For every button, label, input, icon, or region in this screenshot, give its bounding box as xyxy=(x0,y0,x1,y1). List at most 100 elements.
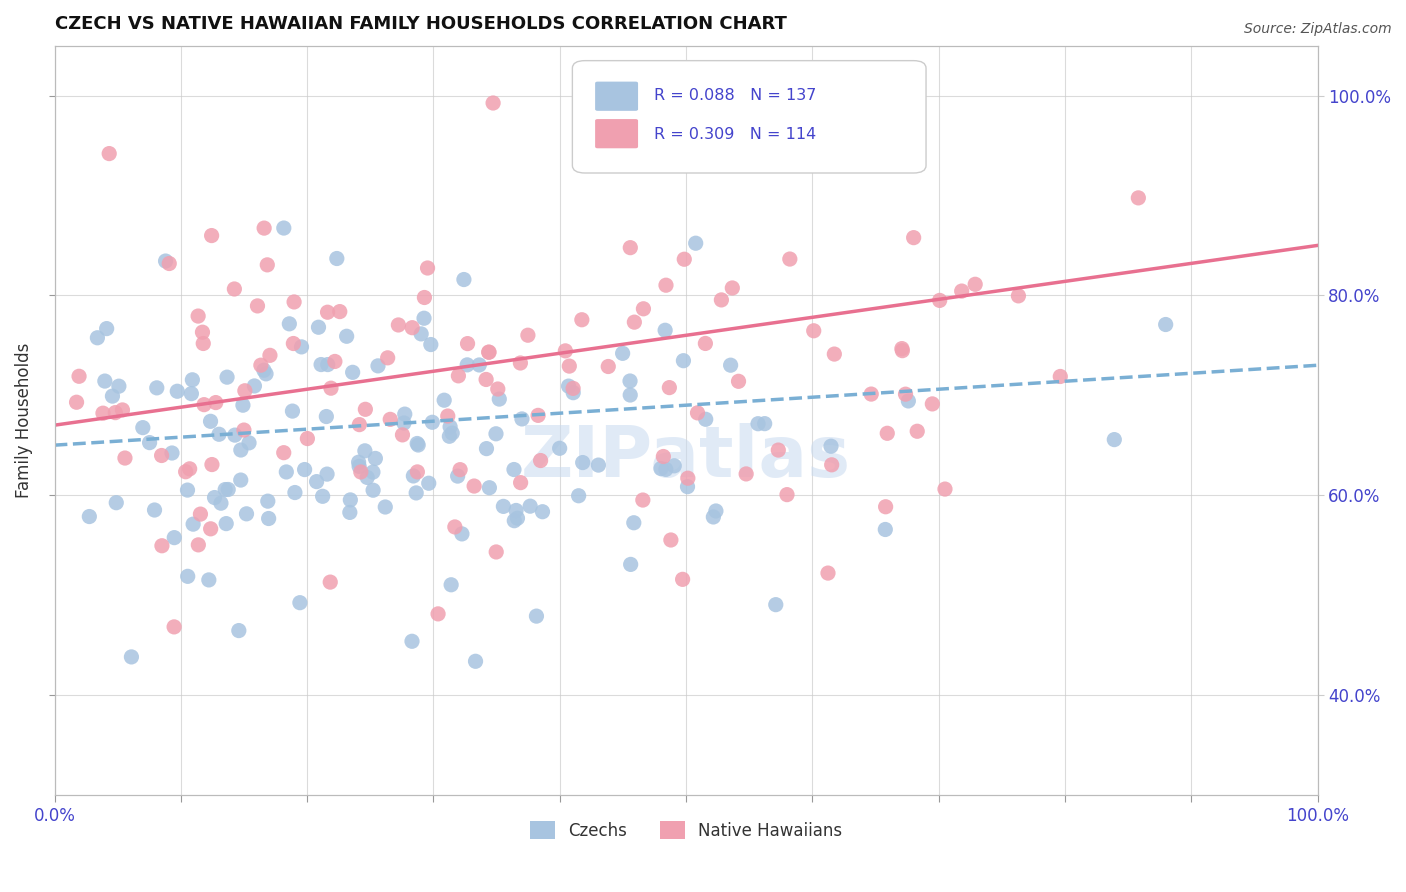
Native Hawaiians xyxy=(377,351,399,365)
Native Hawaiians xyxy=(114,451,136,466)
Native Hawaiians xyxy=(174,465,197,479)
Native Hawaiians xyxy=(894,387,917,401)
Native Hawaiians xyxy=(478,345,501,359)
Czechs xyxy=(146,381,169,395)
Native Hawaiians xyxy=(98,146,121,161)
Czechs xyxy=(747,417,769,431)
Czechs xyxy=(177,569,200,583)
Czechs xyxy=(281,404,304,418)
Czechs xyxy=(440,578,463,592)
Czechs xyxy=(503,514,526,528)
Native Hawaiians xyxy=(191,325,214,339)
Czechs xyxy=(664,458,686,473)
Native Hawaiians xyxy=(201,228,224,243)
Czechs xyxy=(315,409,337,424)
Czechs xyxy=(418,476,440,491)
Native Hawaiians xyxy=(686,406,709,420)
Czechs xyxy=(229,442,252,457)
Native Hawaiians xyxy=(273,445,295,459)
Czechs xyxy=(166,384,188,399)
Czechs xyxy=(86,331,108,345)
Czechs xyxy=(562,385,585,400)
Native Hawaiians xyxy=(224,282,246,296)
Czechs xyxy=(505,503,527,517)
Native Hawaiians xyxy=(735,467,758,481)
Czechs xyxy=(229,473,252,487)
Native Hawaiians xyxy=(150,539,173,553)
Czechs xyxy=(347,455,370,469)
Native Hawaiians xyxy=(1007,289,1029,303)
Native Hawaiians xyxy=(509,475,531,490)
Czechs xyxy=(200,414,222,428)
Native Hawaiians xyxy=(297,432,319,446)
Native Hawaiians xyxy=(890,342,912,356)
Czechs xyxy=(108,379,131,393)
Native Hawaiians xyxy=(319,381,342,395)
Native Hawaiians xyxy=(329,304,352,318)
Native Hawaiians xyxy=(623,315,645,329)
Czechs xyxy=(623,516,645,530)
Czechs xyxy=(326,252,349,266)
Czechs xyxy=(485,426,508,441)
Czechs xyxy=(257,511,280,525)
Czechs xyxy=(94,374,117,388)
Native Hawaiians xyxy=(65,395,87,409)
Czechs xyxy=(411,326,433,341)
Czechs xyxy=(96,321,118,335)
Czechs xyxy=(256,494,278,508)
Native Hawaiians xyxy=(821,458,844,472)
Czechs xyxy=(361,483,384,498)
Native Hawaiians xyxy=(934,482,956,496)
Czechs xyxy=(204,491,226,505)
FancyBboxPatch shape xyxy=(595,82,638,111)
Native Hawaiians xyxy=(204,395,226,409)
Czechs xyxy=(311,489,333,503)
FancyBboxPatch shape xyxy=(595,119,638,148)
Native Hawaiians xyxy=(413,291,436,305)
Native Hawaiians xyxy=(676,471,699,485)
Native Hawaiians xyxy=(817,566,839,580)
Czechs xyxy=(571,456,593,470)
Native Hawaiians xyxy=(965,277,987,292)
FancyBboxPatch shape xyxy=(572,61,927,173)
Native Hawaiians xyxy=(486,382,509,396)
Native Hawaiians xyxy=(527,409,550,423)
Czechs xyxy=(253,363,276,377)
Czechs xyxy=(519,499,541,513)
Text: R = 0.309   N = 114: R = 0.309 N = 114 xyxy=(654,127,817,142)
Native Hawaiians xyxy=(259,348,281,362)
Native Hawaiians xyxy=(427,607,450,621)
Native Hawaiians xyxy=(905,424,928,438)
Czechs xyxy=(820,439,842,453)
Czechs xyxy=(650,461,672,475)
Czechs xyxy=(492,500,515,514)
Czechs xyxy=(339,505,361,519)
Czechs xyxy=(235,507,257,521)
Native Hawaiians xyxy=(391,428,413,442)
Native Hawaiians xyxy=(619,241,641,255)
Czechs xyxy=(105,496,128,510)
Native Hawaiians xyxy=(598,359,620,374)
Czechs xyxy=(176,483,198,497)
Czechs xyxy=(568,489,591,503)
Native Hawaiians xyxy=(562,381,585,395)
Native Hawaiians xyxy=(250,358,273,372)
Native Hawaiians xyxy=(463,479,485,493)
Czechs xyxy=(238,435,260,450)
Czechs xyxy=(276,465,298,479)
Czechs xyxy=(316,467,339,482)
Czechs xyxy=(198,573,221,587)
Czechs xyxy=(394,407,416,421)
Czechs xyxy=(374,500,396,514)
Native Hawaiians xyxy=(319,575,342,590)
Native Hawaiians xyxy=(350,465,373,479)
Czechs xyxy=(406,438,429,452)
Native Hawaiians xyxy=(571,312,593,326)
Czechs xyxy=(181,373,204,387)
Czechs xyxy=(224,428,246,442)
Native Hawaiians xyxy=(485,545,508,559)
Czechs xyxy=(1104,433,1126,447)
Czechs xyxy=(875,523,897,537)
Czechs xyxy=(364,451,387,466)
Czechs xyxy=(453,272,475,286)
